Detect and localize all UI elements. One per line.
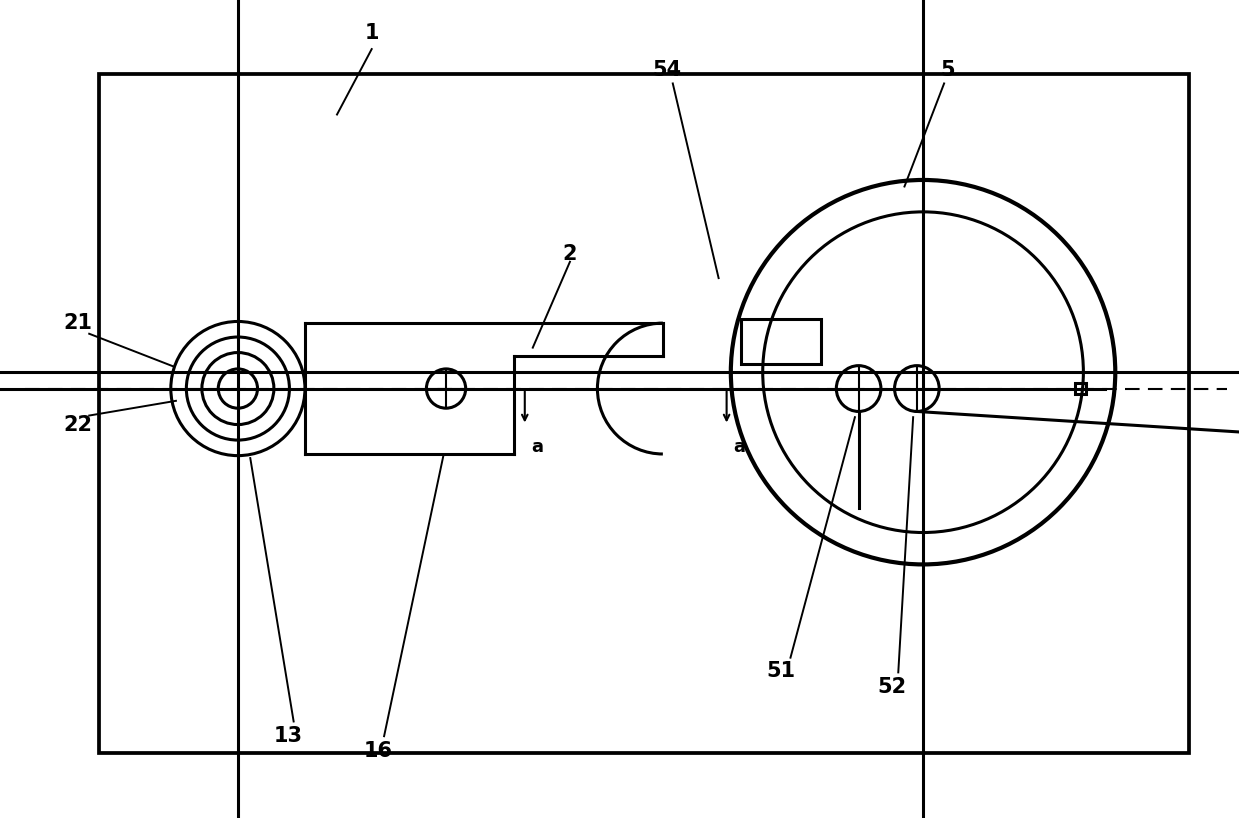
Text: 21: 21 — [63, 313, 93, 333]
Bar — [741, 319, 821, 364]
Text: a: a — [733, 438, 745, 456]
Text: 1: 1 — [364, 23, 379, 43]
Text: 51: 51 — [766, 661, 795, 681]
Text: 13: 13 — [274, 726, 304, 746]
Text: 5: 5 — [940, 60, 955, 79]
Bar — [99, 74, 1189, 753]
Text: 52: 52 — [877, 677, 907, 697]
Text: 2: 2 — [563, 244, 577, 263]
Text: a: a — [532, 438, 543, 456]
Text: 54: 54 — [652, 60, 681, 79]
Text: 16: 16 — [363, 741, 393, 761]
Bar — [1074, 383, 1087, 394]
Text: 22: 22 — [63, 416, 93, 435]
